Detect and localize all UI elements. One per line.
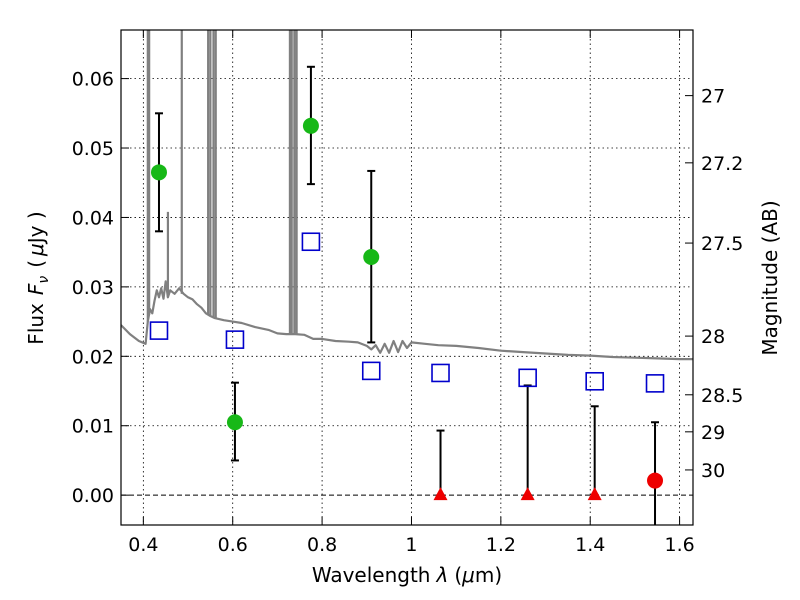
model-photometry-square xyxy=(645,374,665,393)
y-axis: 0.00 0.01 0.02 0.03 0.04 0.05 0.06 xyxy=(72,69,129,507)
model-photometry-square xyxy=(149,321,169,340)
y2-tick-label: 27 xyxy=(701,86,725,108)
y-tick-label: 0.05 xyxy=(72,138,114,160)
x-axis: 0.4 0.6 0.8 1 1.2 1.4 1.6 xyxy=(128,30,695,556)
x-axis-label: Wavelength λ (μm) xyxy=(312,563,502,587)
y2-tick-label: 27.2 xyxy=(701,153,743,175)
model-photometry-square xyxy=(585,371,604,391)
upper-limit-triangle xyxy=(587,487,602,501)
model-photometry-square xyxy=(225,330,245,349)
data-markers xyxy=(149,117,665,501)
plot-frame xyxy=(120,29,694,526)
y-tick-label: 0.06 xyxy=(72,69,114,91)
model-photometry-square xyxy=(431,363,450,383)
data-point-circle xyxy=(226,414,243,431)
model-photometry-square xyxy=(518,368,537,388)
x-tick-label: 0.6 xyxy=(218,534,248,556)
model-photometry-square xyxy=(361,361,381,381)
x-tick-label: 1.2 xyxy=(486,534,516,556)
x-tick-label: 1 xyxy=(405,534,417,556)
y-tick-label: 0.01 xyxy=(72,416,114,438)
y-axis-label: FluxFν(μJy ) xyxy=(24,211,52,344)
model-photometry-square xyxy=(301,232,321,252)
y2-tick-label: 30 xyxy=(701,460,725,482)
y2-axis-label: Magnitude (AB) xyxy=(758,200,782,355)
y-tick-label: 0.00 xyxy=(72,485,114,507)
plot-background xyxy=(121,30,693,525)
upper-limit-triangle xyxy=(433,487,448,501)
x-tick-label: 1.6 xyxy=(664,534,694,556)
y-tick-label: 0.04 xyxy=(72,207,114,229)
upper-limit-triangle xyxy=(520,487,535,501)
data-point-circle xyxy=(150,164,167,181)
x-tick-label: 0.8 xyxy=(307,534,337,556)
y2-tick-label: 28 xyxy=(701,326,725,348)
data-point-circle xyxy=(647,472,664,489)
model-spectrum xyxy=(121,30,693,361)
y2-tick-label: 27.5 xyxy=(701,233,743,255)
x-tick-label: 1.4 xyxy=(575,534,605,556)
y2-tick-label: 29 xyxy=(701,422,725,444)
model-spectrum-line xyxy=(121,280,693,361)
x-tick-label: 0.4 xyxy=(128,534,158,556)
y2-tick-label: 28.5 xyxy=(701,385,743,407)
y-tick-label: 0.03 xyxy=(72,277,114,299)
data-point-circle xyxy=(363,249,380,266)
y-tick-label: 0.02 xyxy=(72,346,114,368)
y2-axis: 27 27.2 27.5 28 28.5 29 30 xyxy=(685,86,743,482)
data-point-circle xyxy=(302,117,319,134)
